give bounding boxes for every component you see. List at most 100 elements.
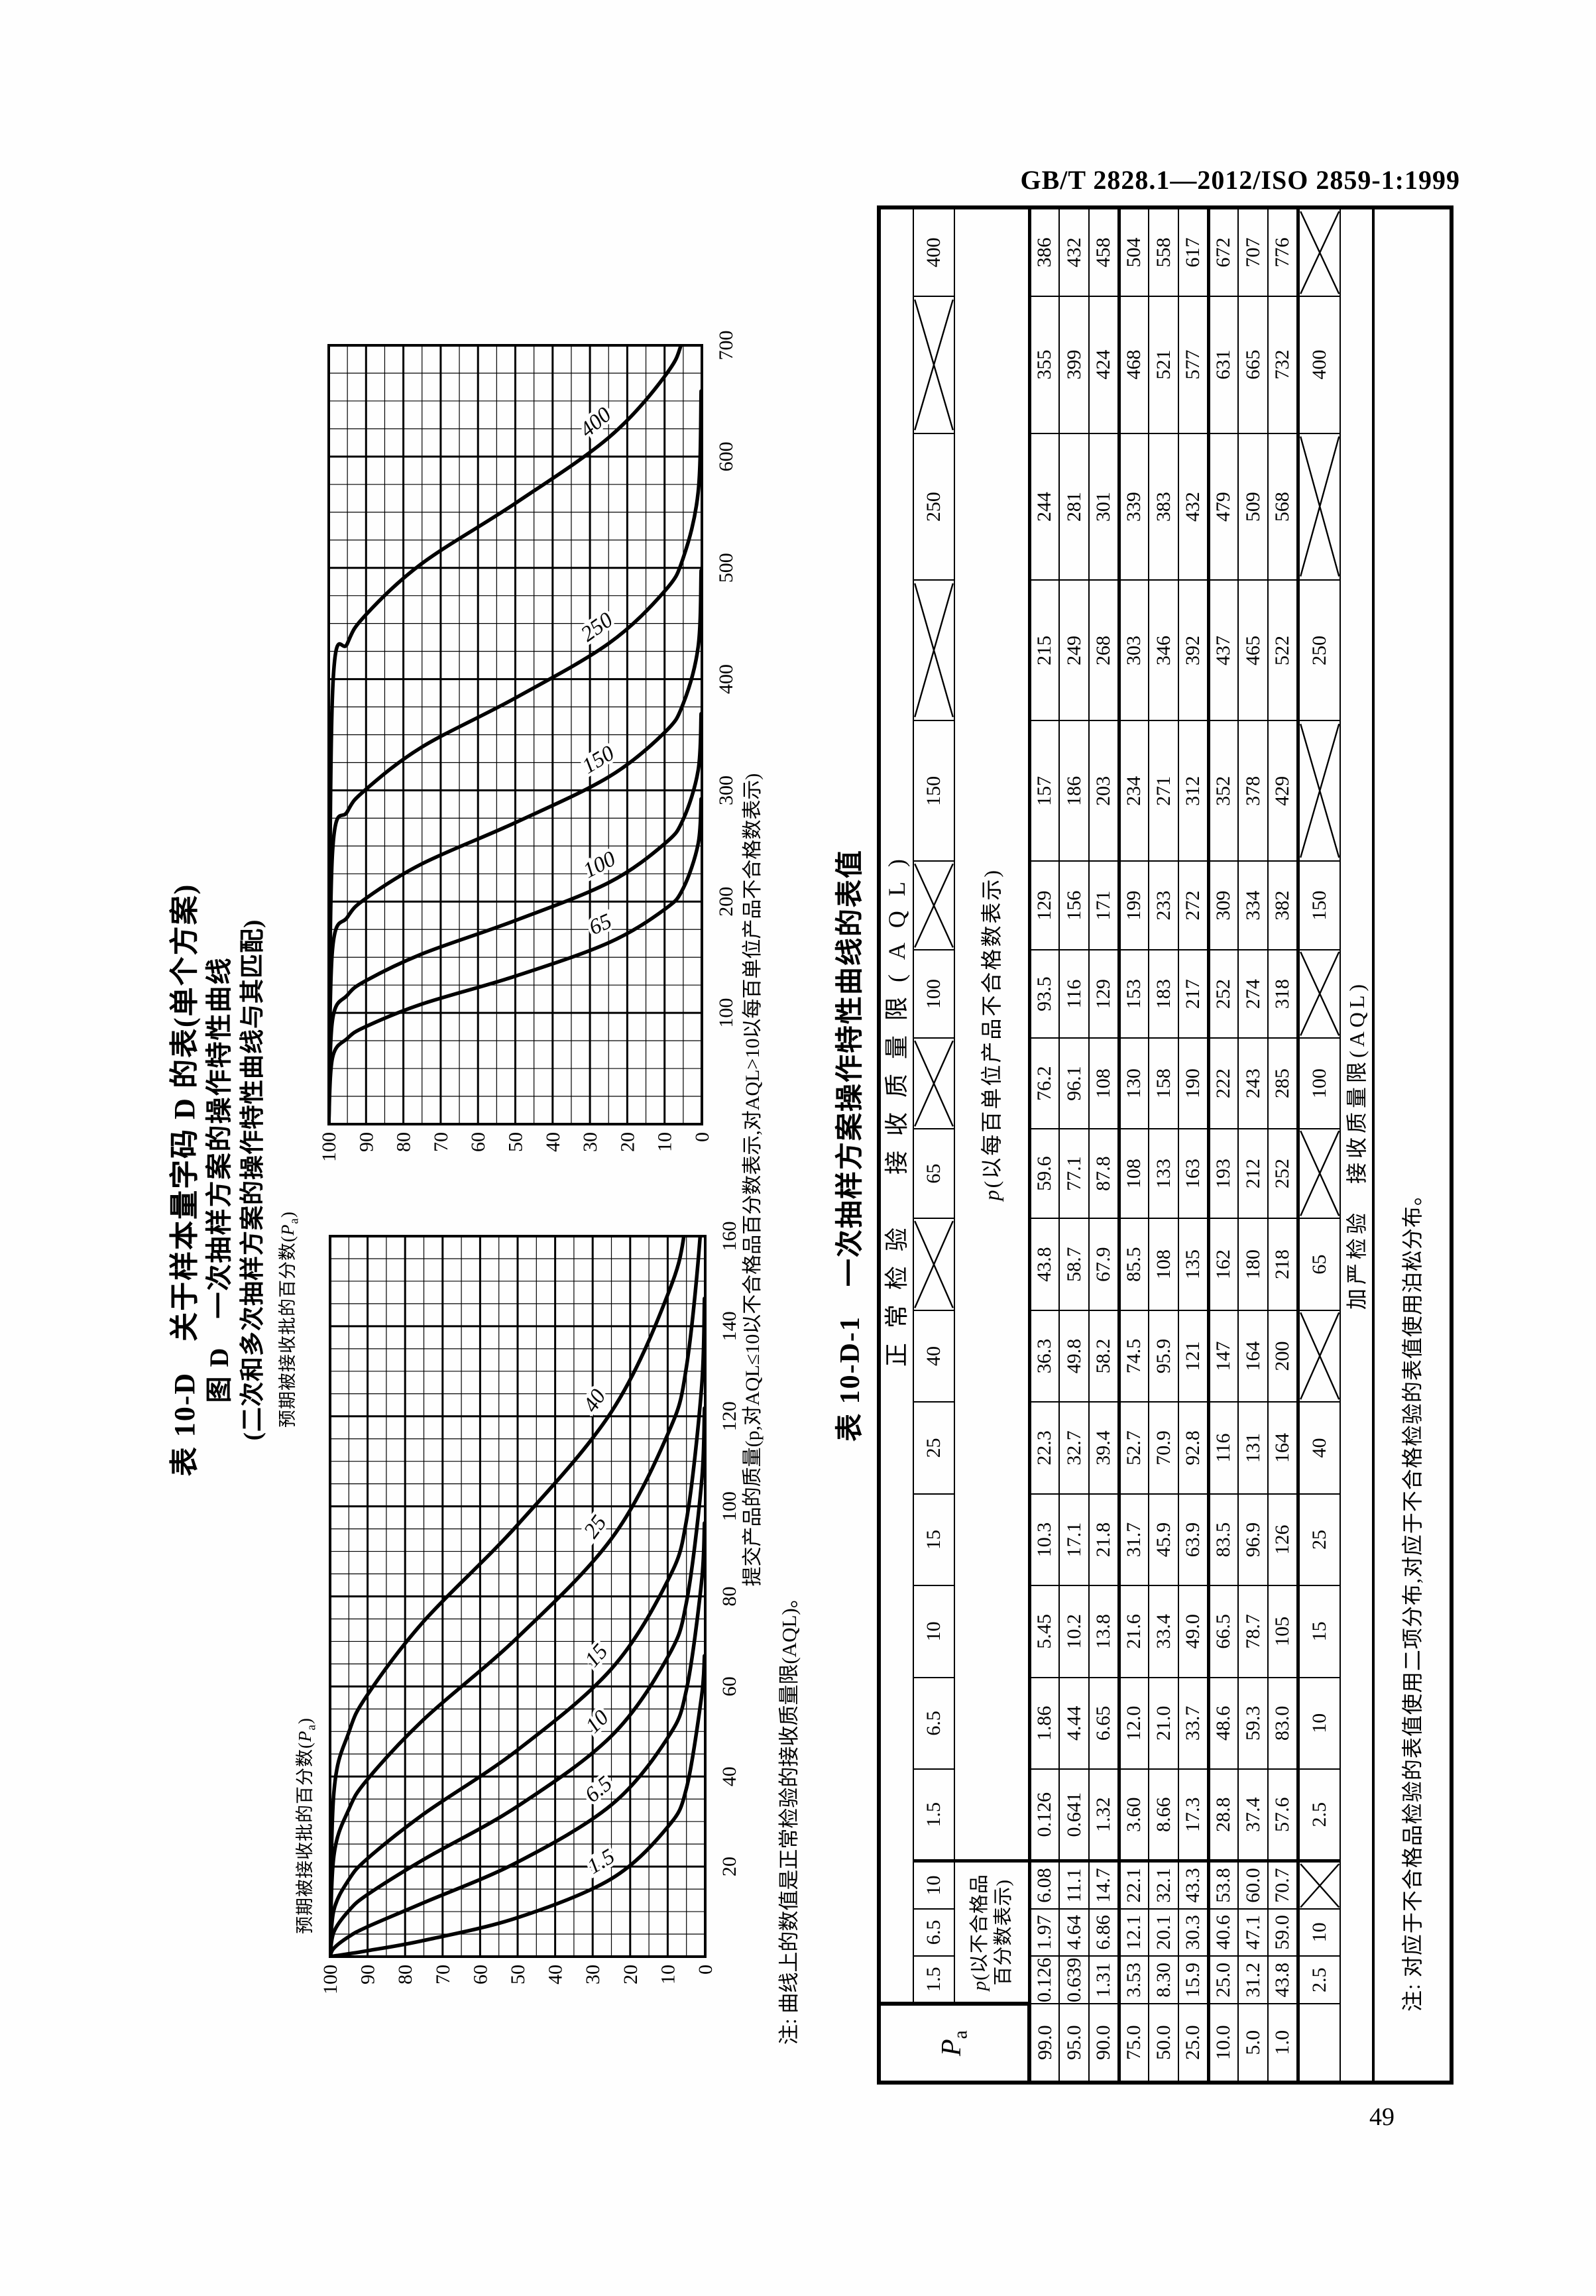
table-cell: 234 (1119, 720, 1149, 862)
bowtie-symbol (914, 581, 954, 720)
pa-value: 99.0 (1029, 2004, 1059, 2083)
bowtie-symbol (1300, 1863, 1340, 1908)
table-cell: 252 (1208, 949, 1238, 1039)
pa-tick-label: 100 (318, 1132, 340, 1162)
table-cell: 20.1 (1149, 1908, 1178, 1957)
tightened-bowtie (1298, 207, 1340, 296)
table-cell: 45.9 (1149, 1493, 1178, 1586)
table-cell: 40.6 (1208, 1908, 1238, 1957)
table-cell: 218 (1268, 1218, 1298, 1310)
table-cell: 672 (1208, 207, 1238, 296)
table-cell: 5.45 (1029, 1585, 1059, 1678)
table-cell: 131 (1238, 1402, 1268, 1494)
table-cell: 522 (1268, 580, 1298, 721)
pa-tick-label: 80 (393, 1132, 415, 1152)
bowtie-symbol (1300, 209, 1340, 296)
table-cell: 59.3 (1238, 1677, 1268, 1770)
table-cell: 53.8 (1208, 1861, 1238, 1909)
table-cell: 732 (1268, 296, 1298, 433)
table-cell: 0.639 (1059, 1956, 1089, 2004)
pa-tick-label: 50 (507, 1965, 529, 1984)
table-cell: 135 (1178, 1218, 1208, 1310)
table-cell: 164 (1268, 1402, 1298, 1494)
table-cell: 244 (1029, 433, 1059, 581)
table-cell: 43.3 (1178, 1861, 1208, 1909)
pa-tick-label: 40 (542, 1132, 564, 1152)
table-cell: 164 (1238, 1310, 1268, 1403)
table-cell: 108 (1149, 1218, 1178, 1310)
aql-header-cell: 1.5 (913, 1956, 954, 2004)
table-cell: 217 (1178, 949, 1208, 1039)
bowtie-symbol (914, 1039, 954, 1127)
pa-value: 10.0 (1208, 2004, 1238, 2083)
aql-header-cell: 150 (913, 720, 954, 862)
quality-tick-label: 80 (718, 1587, 740, 1607)
table-cell: 87.8 (1089, 1128, 1119, 1219)
table-cell: 3.53 (1119, 1956, 1149, 2004)
table-cell: 212 (1238, 1128, 1268, 1219)
table-cell: 458 (1089, 207, 1119, 296)
table-cell: 22.3 (1029, 1402, 1059, 1494)
quality-tick-label: 600 (715, 441, 737, 471)
table-cell: 8.66 (1149, 1769, 1178, 1861)
table-cell: 43.8 (1029, 1218, 1059, 1310)
table-cell: 355 (1029, 296, 1059, 433)
pa-value: 25.0 (1178, 2004, 1208, 2083)
table-cell: 243 (1238, 1038, 1268, 1129)
table-cell: 76.2 (1029, 1038, 1059, 1129)
table-cell: 318 (1268, 949, 1298, 1039)
table-cell: 14.7 (1089, 1861, 1119, 1909)
quality-tick-label: 400 (715, 664, 737, 694)
tightened-aql-cell: 25 (1298, 1493, 1340, 1586)
quality-tick-label: 160 (718, 1222, 740, 1251)
bowtie-symbol (1300, 1311, 1340, 1401)
table-cell: 39.4 (1089, 1402, 1119, 1494)
tightened-bowtie (1298, 949, 1340, 1039)
tightened-aql-cell: 10 (1298, 1908, 1340, 1957)
oc-curve-aql-65 (329, 797, 702, 1124)
table-cell: 58.2 (1089, 1310, 1119, 1403)
table-cell: 268 (1089, 580, 1119, 721)
table-cell: 48.6 (1208, 1677, 1238, 1770)
table-cell: 37.4 (1238, 1769, 1268, 1861)
curve-label-40: 40 (579, 1385, 610, 1416)
table-cell: 465 (1238, 580, 1268, 721)
tightened-bowtie (1298, 433, 1340, 581)
tightened-aql-cell: 65 (1298, 1218, 1340, 1310)
oc-curve-aql-400 (329, 345, 702, 1124)
table-cell: 509 (1238, 433, 1268, 581)
table-cell: 13.8 (1089, 1585, 1119, 1678)
table-cell: 190 (1178, 1038, 1208, 1129)
oc-curve-aql-25 (330, 1236, 705, 1957)
table-cell: 133 (1149, 1128, 1178, 1219)
curve-label-10: 10 (581, 1705, 614, 1738)
tightened-aql-cell: 150 (1298, 861, 1340, 950)
table-cell: 77.1 (1059, 1128, 1089, 1219)
table-cell: 32.1 (1149, 1861, 1178, 1909)
quality-tick-label: 200 (715, 887, 737, 917)
table-cell: 272 (1178, 861, 1208, 950)
table-cell: 479 (1208, 433, 1238, 581)
table-cell: 78.7 (1238, 1585, 1268, 1678)
table-cell: 156 (1059, 861, 1089, 950)
aql-header-cell: 65 (913, 1128, 954, 1219)
tightened-row-label: 加严检验 接收质量限(AQL) (1340, 207, 1373, 2083)
table-cell: 285 (1268, 1038, 1298, 1129)
table-cell: 10.2 (1059, 1585, 1089, 1678)
table-cell: 60.0 (1238, 1861, 1268, 1909)
table-cell: 0.126 (1029, 1769, 1059, 1861)
pa-value: 75.0 (1119, 2004, 1149, 2083)
table-cell: 25.0 (1208, 1956, 1238, 2004)
pa-tick-label: 30 (582, 1965, 604, 1984)
pa-tick-label: 20 (620, 1965, 642, 1984)
table-cell: 59.0 (1268, 1908, 1298, 1957)
table-cell: 468 (1119, 296, 1149, 433)
table-cell: 1.86 (1029, 1677, 1059, 1770)
rotated-content: 表 10-D 关于样本量字码 D 的表(单个方案) 图 D 一次抽样方案的操作特… (119, 205, 1511, 2240)
table-cell: 10.3 (1029, 1493, 1059, 1586)
table-cell: 776 (1268, 207, 1298, 296)
table-cell: 96.1 (1059, 1038, 1089, 1129)
table-cell: 93.5 (1029, 949, 1059, 1039)
tightened-aql-cell: 40 (1298, 1402, 1340, 1494)
bowtie-symbol (1300, 1129, 1340, 1218)
